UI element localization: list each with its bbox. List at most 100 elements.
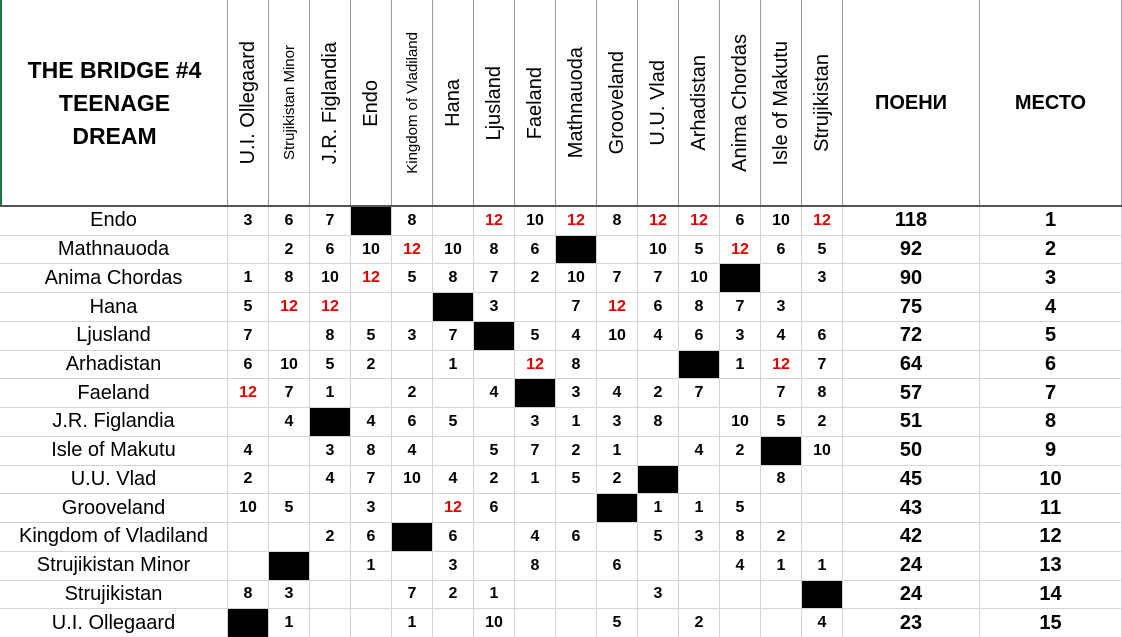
score: 7 [269, 379, 310, 409]
score-text: 2 [284, 240, 294, 258]
score: 3 [679, 523, 720, 552]
points: 72 [843, 321, 980, 351]
empty-cell [761, 494, 802, 524]
country-name-text: Isle of Makutu [51, 439, 176, 462]
score-text: 4 [489, 384, 499, 402]
score: 10 [802, 436, 843, 466]
country-name: Hana [0, 293, 228, 322]
score-text: 5 [448, 412, 458, 430]
score: 4 [597, 379, 638, 409]
score-text: 6 [653, 298, 663, 316]
empty-cell [556, 551, 597, 581]
title-cell: THE BRIDGE #4 TEENAGE DREAM [0, 0, 228, 206]
score: 2 [474, 465, 515, 495]
score: 10 [269, 350, 310, 380]
score: 12 [802, 207, 843, 236]
column-header-text: Ljusland [482, 65, 505, 141]
score: 3 [228, 207, 269, 236]
empty-cell [515, 293, 556, 322]
score: 5 [802, 235, 843, 265]
empty-cell [802, 494, 843, 524]
score-text: 4 [612, 384, 622, 402]
empty-cell [638, 436, 679, 466]
score-text: 8 [489, 240, 499, 258]
score-text: 8 [735, 527, 745, 545]
score-text: 5 [694, 240, 704, 258]
score: 8 [433, 264, 474, 294]
points: 57 [843, 379, 980, 409]
score: 10 [761, 207, 802, 236]
score-text: 6 [407, 412, 417, 430]
country-name-text: Endo [90, 209, 137, 232]
score-text: 4 [243, 441, 253, 459]
score-text: 12 [772, 355, 790, 373]
place-text: 13 [1039, 554, 1062, 577]
score-text: 12 [649, 211, 667, 229]
place: 6 [980, 350, 1122, 380]
empty-cell [638, 609, 679, 637]
score-text: 6 [366, 527, 376, 545]
score: 6 [597, 551, 638, 581]
score-text: 5 [776, 412, 786, 430]
place-header-text: МЕСТО [1014, 91, 1087, 114]
column-header: Ljusland [474, 0, 515, 206]
score: 2 [556, 436, 597, 466]
score: 6 [679, 321, 720, 351]
score: 1 [351, 551, 392, 581]
score-text: 6 [448, 527, 458, 545]
score: 7 [556, 293, 597, 322]
score-text: 10 [444, 240, 462, 258]
score-text: 12 [526, 355, 544, 373]
score: 5 [515, 321, 556, 351]
score: 8 [638, 408, 679, 437]
score: 7 [802, 350, 843, 380]
score-text: 4 [325, 470, 335, 488]
score: 6 [269, 207, 310, 236]
score: 7 [720, 293, 761, 322]
score: 10 [474, 609, 515, 637]
score-text: 8 [817, 384, 827, 402]
column-header-text: Strujikistan [810, 54, 833, 152]
empty-cell [351, 580, 392, 610]
score-text: 8 [571, 355, 581, 373]
country-name-text: Grooveland [61, 496, 166, 519]
points-text: 72 [899, 324, 923, 347]
empty-cell [433, 207, 474, 236]
score-text: 8 [653, 412, 663, 430]
place-text: 15 [1039, 611, 1062, 634]
score: 1 [515, 465, 556, 495]
empty-cell [679, 551, 720, 581]
score: 3 [269, 580, 310, 610]
empty-cell [269, 321, 310, 351]
score-text: 3 [571, 384, 581, 402]
empty-cell [720, 465, 761, 495]
empty-cell [392, 494, 433, 524]
score: 8 [515, 551, 556, 581]
points-text: 57 [899, 381, 923, 404]
score-text: 8 [776, 470, 786, 488]
score: 7 [351, 465, 392, 495]
score-text: 10 [608, 326, 626, 344]
empty-cell [638, 350, 679, 380]
score: 6 [720, 207, 761, 236]
score: 6 [802, 321, 843, 351]
score-text: 7 [448, 326, 458, 344]
score: 5 [433, 408, 474, 437]
score-text: 6 [612, 556, 622, 574]
score: 2 [515, 264, 556, 294]
score: 10 [351, 235, 392, 265]
score-text: 10 [485, 614, 503, 632]
score: 4 [761, 321, 802, 351]
place-text: 1 [1044, 209, 1057, 232]
empty-cell [310, 551, 351, 581]
country-name: Strujikistan [0, 580, 228, 610]
score-text: 1 [612, 441, 622, 459]
points-text: 50 [899, 439, 923, 462]
empty-cell [720, 580, 761, 610]
score-text: 7 [366, 470, 376, 488]
score: 2 [392, 379, 433, 409]
place: 8 [980, 408, 1122, 437]
score-text: 4 [735, 556, 745, 574]
score-text: 8 [366, 441, 376, 459]
score: 7 [761, 379, 802, 409]
